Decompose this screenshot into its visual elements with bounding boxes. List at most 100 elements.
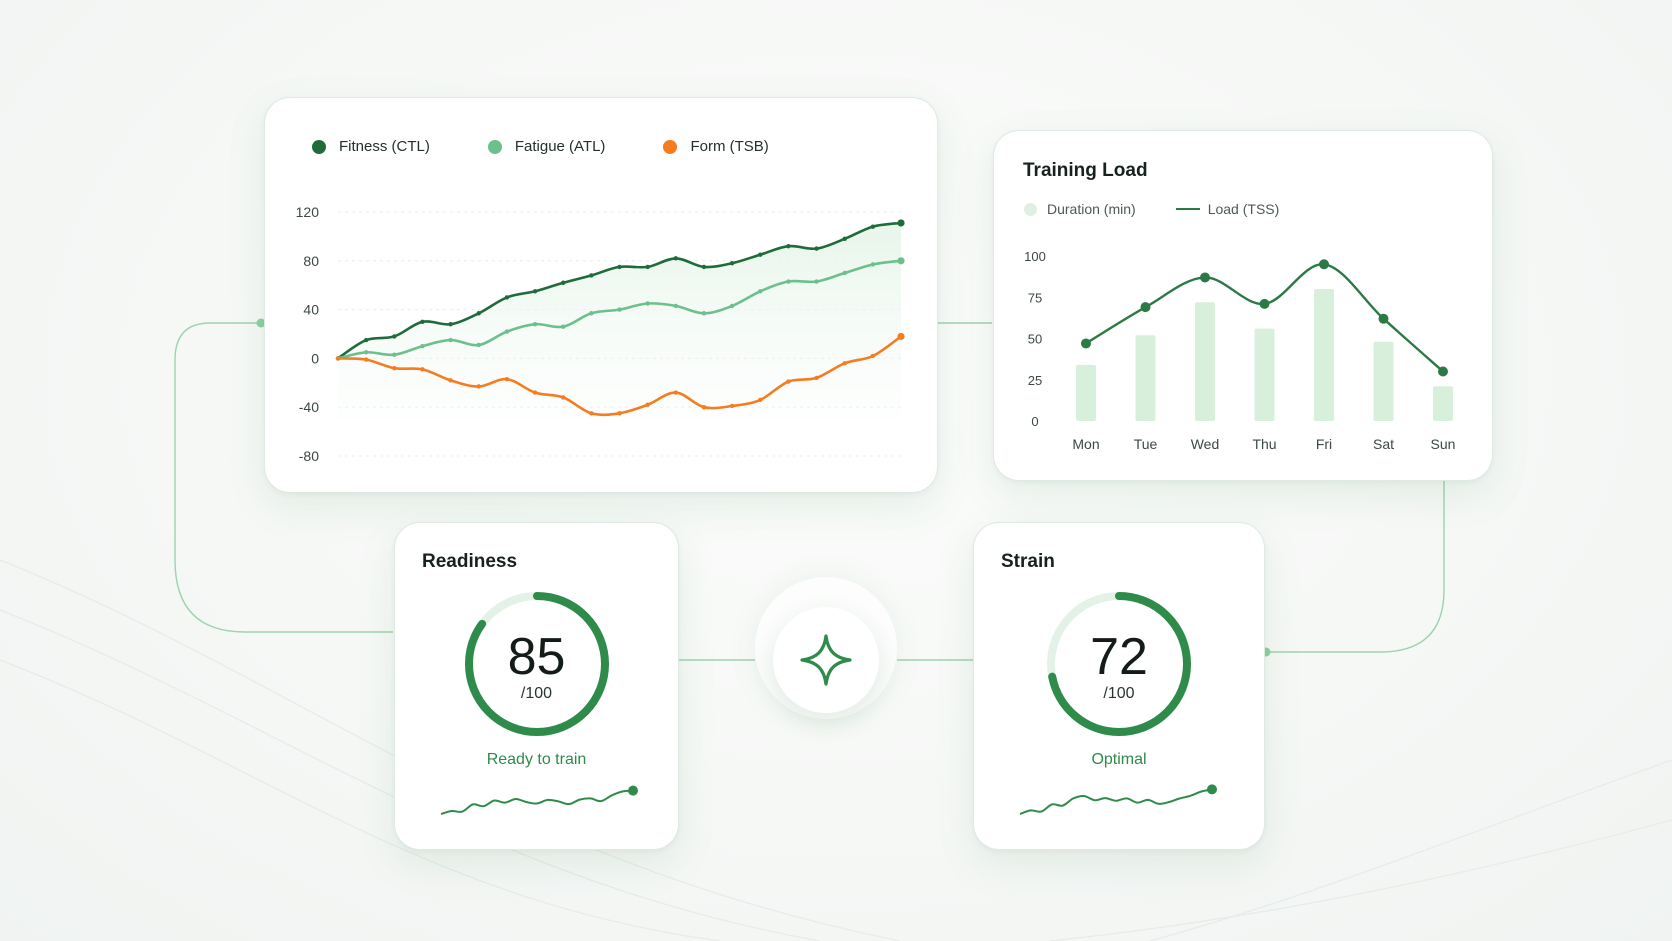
fitness-point bbox=[645, 264, 650, 270]
fitness-point bbox=[448, 322, 453, 327]
load-point[interactable] bbox=[1081, 338, 1091, 349]
fitness-point bbox=[897, 219, 905, 227]
legend-label: Fitness (CTL) bbox=[339, 138, 430, 155]
form-point bbox=[476, 384, 481, 389]
load-point[interactable] bbox=[1140, 302, 1151, 313]
load-point[interactable] bbox=[1438, 366, 1448, 377]
strain-score: 72 bbox=[1090, 628, 1148, 686]
fatigue-point bbox=[814, 279, 819, 284]
fatigue-point bbox=[448, 337, 453, 343]
readiness-sparkline bbox=[440, 785, 638, 815]
x-tick-label: Sat bbox=[1373, 436, 1394, 452]
fitness-point bbox=[870, 224, 876, 229]
fatigue-point bbox=[420, 344, 425, 349]
form-point bbox=[786, 379, 791, 384]
fatigue-dot-icon bbox=[487, 139, 502, 154]
load-point[interactable] bbox=[1200, 272, 1210, 283]
fitness-point bbox=[701, 264, 707, 270]
y-tick-label: 40 bbox=[303, 302, 319, 318]
fitness-point bbox=[786, 243, 791, 249]
form-point bbox=[897, 332, 905, 341]
fatigue-point bbox=[758, 289, 763, 294]
form-point bbox=[363, 357, 369, 362]
training-load-legend: Duration (min) Load (TSS) bbox=[1024, 201, 1279, 217]
form-point bbox=[448, 378, 453, 383]
form-point bbox=[673, 390, 678, 395]
card-title: Training Load bbox=[1023, 160, 1148, 181]
load-point[interactable] bbox=[1259, 298, 1270, 309]
legend-item-form[interactable]: Form (TSB) bbox=[663, 138, 769, 155]
fitness-area bbox=[338, 223, 901, 420]
form-point bbox=[504, 376, 510, 382]
form-point bbox=[532, 390, 538, 395]
fitness-point bbox=[561, 280, 566, 285]
card-title: Readiness bbox=[422, 551, 518, 572]
y-tick-label: 25 bbox=[1028, 373, 1042, 388]
legend-label[interactable]: Duration (min) bbox=[1047, 201, 1136, 217]
sparkline-endpoint bbox=[1207, 784, 1217, 795]
fatigue-point bbox=[504, 329, 510, 334]
form-point bbox=[392, 365, 397, 371]
form-point bbox=[842, 361, 847, 366]
duration-bar[interactable] bbox=[1195, 302, 1215, 421]
duration-bar[interactable] bbox=[1314, 289, 1334, 421]
fitness-point bbox=[729, 261, 735, 266]
load-point[interactable] bbox=[1378, 313, 1389, 324]
legend-item-fatigue[interactable]: Fatigue (ATL) bbox=[487, 138, 606, 155]
form-point bbox=[617, 411, 622, 416]
gauge-progress-arc bbox=[1047, 592, 1191, 736]
form-point bbox=[870, 353, 876, 359]
readiness-score: 85 bbox=[507, 628, 566, 686]
card-title: Strain bbox=[1001, 551, 1055, 572]
duration-bar[interactable] bbox=[1135, 335, 1156, 421]
sparkline-endpoint bbox=[628, 785, 638, 796]
legend-label: Form (TSB) bbox=[690, 138, 769, 155]
strain-gauge bbox=[1047, 592, 1191, 736]
form-point bbox=[758, 397, 763, 403]
duration-bar[interactable] bbox=[1076, 364, 1096, 421]
legend-label[interactable]: Load (TSS) bbox=[1207, 201, 1280, 217]
fitness-point bbox=[673, 256, 678, 261]
legend-item-fitness[interactable]: Fitness (CTL) bbox=[312, 138, 430, 155]
ai-hub-button[interactable] bbox=[773, 607, 879, 713]
y-tick-label: 120 bbox=[296, 204, 320, 220]
fatigue-point bbox=[645, 301, 650, 306]
x-tick-label: Tue bbox=[1134, 436, 1158, 452]
fatigue-point bbox=[363, 350, 369, 355]
form-dot-icon bbox=[663, 139, 678, 154]
fitness-point bbox=[842, 236, 847, 242]
training-load-card: Training Load Duration (min) Load (TSS) … bbox=[993, 130, 1493, 481]
x-tick-label: Mon bbox=[1072, 436, 1099, 452]
fitness-point bbox=[589, 273, 594, 278]
x-tick-label: Thu bbox=[1252, 436, 1276, 452]
duration-dot-icon bbox=[1024, 202, 1037, 216]
fatigue-point bbox=[589, 311, 594, 316]
y-tick-label: 100 bbox=[1024, 249, 1046, 264]
x-tick-label: Wed bbox=[1191, 436, 1220, 452]
load-point[interactable] bbox=[1319, 259, 1329, 270]
y-tick-label: -80 bbox=[299, 448, 319, 464]
pmc-legend: Fitness (CTL) Fatigue (ATL) Form (TSB) bbox=[312, 138, 827, 155]
fitness-point bbox=[476, 311, 481, 316]
form-point bbox=[420, 367, 425, 372]
form-point bbox=[561, 395, 566, 400]
y-tick-label: 0 bbox=[311, 350, 319, 366]
fatigue-point bbox=[701, 311, 707, 316]
form-point bbox=[701, 405, 707, 410]
load-line-icon bbox=[1175, 208, 1200, 210]
readiness-max: /100 bbox=[520, 685, 553, 702]
duration-bar[interactable] bbox=[1254, 328, 1275, 421]
legend-label: Fatigue (ATL) bbox=[514, 138, 606, 155]
duration-bar[interactable] bbox=[1433, 386, 1453, 421]
fatigue-point bbox=[729, 303, 735, 309]
fitness-point bbox=[363, 337, 369, 343]
training-load-chart: 100 75 50 25 0 Mon Tue Wed Thu Fri Sat Sun bbox=[1024, 249, 1455, 452]
readiness-card: Readiness 85 /100 Ready to train bbox=[394, 522, 679, 850]
fatigue-point bbox=[532, 322, 538, 327]
strain-status: Optimal bbox=[1091, 751, 1147, 768]
y-tick-label: 0 bbox=[1031, 414, 1038, 429]
fitness-point bbox=[392, 334, 397, 339]
fitness-point bbox=[504, 295, 510, 300]
duration-bar[interactable] bbox=[1373, 341, 1394, 421]
fatigue-point bbox=[476, 342, 481, 348]
